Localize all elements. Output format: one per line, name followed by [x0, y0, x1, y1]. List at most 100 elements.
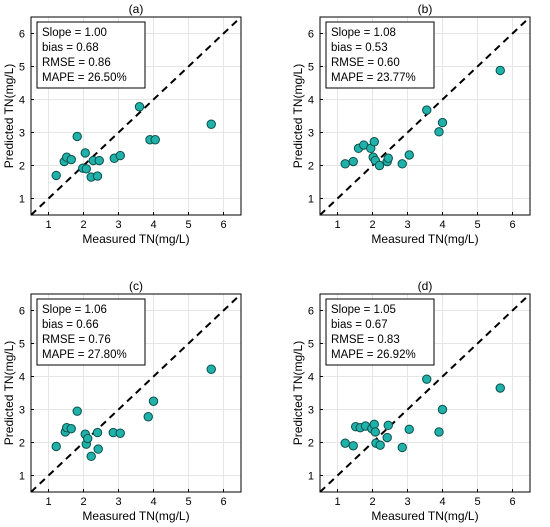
- data-point: [143, 412, 153, 422]
- y-tick-label: 3: [19, 405, 25, 417]
- data-point: [422, 374, 432, 384]
- x-tick-label: 3: [404, 496, 410, 508]
- y-tick-label: 4: [19, 95, 25, 107]
- stats-line: bias = 0.67: [331, 319, 388, 331]
- data-point: [115, 150, 125, 161]
- data-point: [348, 441, 358, 451]
- x-tick-label: 4: [439, 496, 445, 508]
- data-point: [382, 432, 392, 443]
- x-tick-label: 4: [150, 496, 156, 508]
- data-point: [437, 117, 448, 128]
- y-tick-label: 3: [308, 128, 314, 140]
- data-point: [94, 155, 104, 166]
- data-point: [72, 131, 82, 142]
- x-tick-label: 5: [185, 219, 191, 231]
- stats-box: [325, 298, 435, 366]
- y-tick-label: 2: [19, 161, 25, 173]
- x-tick-label: 5: [185, 496, 191, 508]
- x-tick-label: 1: [334, 496, 340, 508]
- reference-line: [31, 294, 241, 492]
- data-point: [404, 424, 414, 434]
- data-point: [206, 119, 216, 129]
- chart-title: (b): [418, 2, 433, 16]
- x-tick-label: 3: [115, 219, 121, 231]
- x-axis-label: Measured TN(mg/L): [82, 232, 189, 246]
- stats-line: MAPE = 23.77%: [331, 72, 416, 84]
- chart-title: (c): [129, 279, 143, 293]
- plot-frame: [319, 16, 531, 216]
- data-point: [434, 127, 444, 137]
- stats-line: Slope = 1.05: [331, 304, 396, 316]
- x-axis-label: Measured TN(mg/L): [371, 509, 478, 523]
- data-point: [383, 420, 393, 431]
- x-tick-label: 4: [439, 219, 445, 231]
- y-tick-label: 5: [308, 62, 314, 74]
- stats-line: RMSE = 0.60: [331, 57, 400, 69]
- stats-line: RMSE = 0.86: [42, 57, 111, 69]
- data-point: [134, 102, 145, 112]
- data-point: [51, 441, 61, 452]
- reference-line: [31, 17, 241, 215]
- x-tick-label: 4: [150, 219, 156, 231]
- stats-line: Slope = 1.06: [42, 304, 107, 316]
- panel-3: 1 2 3 4 5 6 1 2 3 4 5 6 (d) Measured TN(mg/L) Predicte…: [291, 279, 531, 523]
- x-tick-label: 1: [334, 219, 340, 231]
- stats-line: bias = 0.53: [331, 42, 388, 54]
- data-point: [150, 135, 160, 145]
- data-point: [86, 451, 96, 462]
- data-point: [51, 170, 61, 181]
- x-tick-label: 6: [509, 496, 515, 508]
- y-tick-label: 6: [19, 306, 25, 318]
- stats-box: [36, 298, 146, 366]
- y-tick-label: 1: [19, 194, 25, 206]
- y-axis-label: Predicted TN(mg/L): [291, 64, 305, 168]
- plot-frame: [30, 293, 242, 493]
- data-point: [422, 105, 432, 115]
- x-tick-label: 6: [220, 219, 226, 231]
- data-point: [83, 433, 93, 444]
- y-tick-label: 4: [308, 372, 314, 384]
- data-point: [397, 442, 407, 453]
- data-point: [66, 423, 76, 434]
- x-tick-label: 2: [80, 219, 86, 231]
- stats-line: RMSE = 0.76: [42, 334, 111, 346]
- y-tick-label: 6: [308, 306, 314, 318]
- panel-2: 1 2 3 4 5 6 1 2 3 4 5 6 (c) Measured TN(mg/L) Predicte…: [2, 279, 242, 523]
- stats-line: MAPE = 27.80%: [42, 349, 127, 361]
- data-point: [66, 154, 76, 165]
- y-tick-label: 4: [19, 372, 25, 384]
- data-point: [369, 137, 379, 147]
- stats-line: MAPE = 26.92%: [331, 349, 416, 361]
- data-point: [495, 65, 505, 76]
- data-point: [148, 396, 159, 406]
- y-tick-label: 1: [308, 194, 314, 206]
- data-point: [80, 148, 90, 158]
- plot-frame: [30, 16, 242, 216]
- data-point: [383, 153, 393, 163]
- y-tick-label: 6: [308, 29, 314, 41]
- stats-line: MAPE = 26.50%: [42, 72, 127, 84]
- data-point: [374, 160, 385, 171]
- data-point: [92, 427, 103, 438]
- stats-box: [325, 21, 435, 89]
- data-point: [72, 406, 82, 416]
- data-point: [397, 159, 407, 169]
- y-tick-label: 4: [308, 95, 314, 107]
- y-axis-label: Predicted TN(mg/L): [2, 64, 16, 168]
- y-tick-label: 1: [19, 471, 25, 483]
- stats-box: [36, 21, 146, 89]
- y-tick-label: 3: [308, 405, 314, 417]
- x-tick-label: 2: [369, 219, 375, 231]
- x-tick-label: 6: [509, 219, 515, 231]
- data-point: [495, 383, 505, 393]
- y-axis-label: Predicted TN(mg/L): [291, 341, 305, 445]
- data-point: [375, 440, 385, 450]
- chart-title: (a): [129, 2, 144, 16]
- x-axis-label: Measured TN(mg/L): [82, 509, 189, 523]
- reference-line: [320, 294, 530, 492]
- y-tick-label: 6: [19, 29, 25, 41]
- stats-line: bias = 0.68: [42, 42, 99, 54]
- stats-line: Slope = 1.00: [42, 27, 107, 39]
- y-tick-label: 2: [308, 438, 314, 450]
